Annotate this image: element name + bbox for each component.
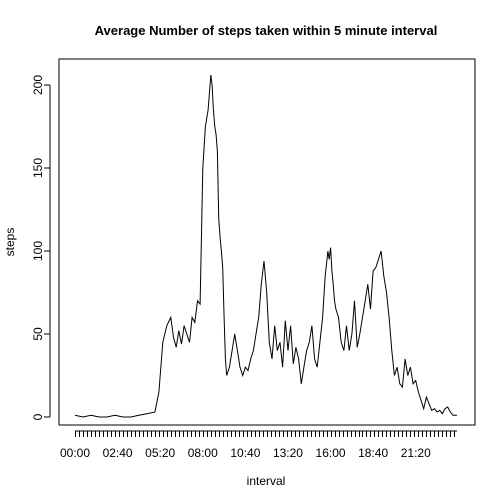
y-tick-label: 0 (31, 413, 45, 420)
plot-frame (58, 58, 476, 426)
steps-series-line (74, 74, 457, 418)
x-axis: 00:00 02:40 05:20 08:00 10:40 13:20 16:00 18:40… (60, 430, 457, 460)
x-tick-label: 05:20 (145, 446, 175, 460)
x-tick-label: 02:40 (103, 446, 133, 460)
x-tick-label: 10:40 (230, 446, 260, 460)
x-tick-label: 16:00 (316, 446, 346, 460)
x-tick-label: 18:40 (358, 446, 388, 460)
x-tick-label: 08:00 (188, 446, 218, 460)
y-axis-label: steps (3, 228, 17, 257)
y-tick-label: 50 (31, 327, 45, 341)
x-axis-label: interval (247, 474, 286, 488)
x-tick-label: 13:20 (273, 446, 303, 460)
x-tick-label: 00:00 (60, 446, 90, 460)
y-tick-label: 100 (31, 241, 45, 261)
y-axis: 0 50 100 150 200 (31, 75, 51, 420)
y-tick-label: 200 (31, 75, 45, 95)
y-tick-label: 150 (31, 158, 45, 178)
chart-title: Average Number of steps taken within 5 m… (95, 23, 438, 38)
x-tick-label: 21:20 (401, 446, 431, 460)
